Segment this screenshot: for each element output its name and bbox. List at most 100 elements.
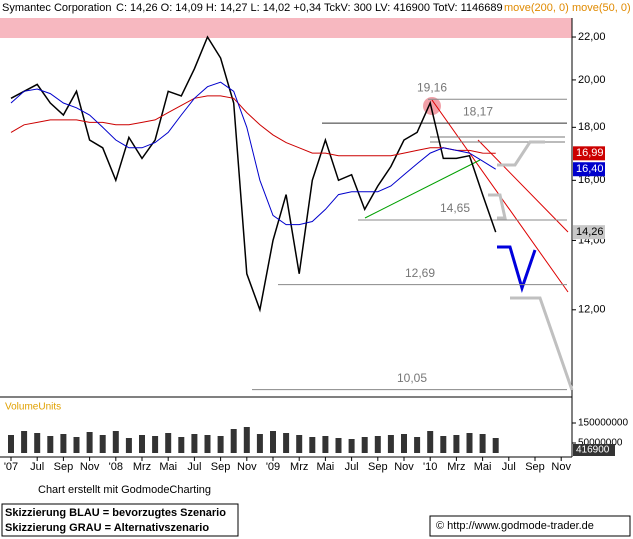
trend-channel [477,139,569,233]
x-tick-label: Nov [394,461,414,473]
price-tag [573,146,605,161]
quote: C: 14,26 O: 14,09 H: 14,27 L: 14,02 +0,3… [116,2,503,14]
level-label: 12,69 [405,266,435,280]
volume-bar [296,435,303,453]
volume-bar [112,431,119,453]
price-tag-label: 16,99 [576,147,604,159]
alt-scenario [488,193,507,220]
x-tick-label: Mrz [447,461,465,473]
volume-bar [335,438,342,453]
volume-bar [99,435,106,453]
series-line [10,81,496,226]
note: Skizzierung BLAU = bevorzugtes Szenario [5,507,226,519]
volume-bar [414,437,421,453]
volume-bar [361,437,368,453]
volume-bar [427,431,434,453]
x-tick-label: Nov [237,461,257,473]
x-tick-label: Sep [211,461,231,473]
volume-bar [230,429,237,453]
volume-bar [21,431,28,453]
volume-bar [8,435,14,453]
y-tick-label: 16,00 [578,174,606,186]
trend-line [364,159,481,219]
x-tick-label: Mrz [290,461,308,473]
y-tick-label: 20,00 [578,74,606,86]
copyright: © http://www.godmode-trader.de [436,520,594,532]
volume-bar [191,434,198,453]
volume-bar [374,436,381,453]
credit: Chart erstellt mit GodmodeCharting [38,484,211,496]
level-label: 19,16 [417,80,447,94]
level-label: 10,05 [397,371,427,385]
volume-bar [60,434,67,453]
level-label: 14,65 [440,201,470,215]
volume-bar [479,434,486,453]
volume-bar [348,439,355,453]
volume-bar [387,435,394,453]
note-box [1,503,239,537]
volume-label: VolumeUnits [5,402,61,413]
x-tick-label: Mai [474,461,492,473]
note: Skizzierung GRAU = Alternativszenario [5,522,209,534]
x-tick-label: Nov [551,461,571,473]
volume-bar [401,434,407,453]
volume-bar [283,433,290,453]
legend-entry: move(200, 0) [504,2,569,14]
volume-bar [47,436,54,453]
volume-bar [34,433,41,453]
x-tick-label: Sep [54,461,74,473]
volume-bar [492,438,499,453]
volume-bar [86,432,93,453]
x-tick-label: Jul [187,461,201,473]
volume-bar [152,436,159,453]
volume-bar [217,436,224,453]
x-tick-label: Jul [345,461,359,473]
price-tag [573,225,605,240]
x-tick-label: Sep [525,461,545,473]
alt-scenario [510,296,574,391]
volume-tick-label: 50000000 [578,438,623,449]
volume-bar [73,437,80,453]
x-tick-label: Jul [30,461,44,473]
x-tick-label: '08 [109,461,123,473]
volume-bar [125,438,132,453]
y-tick-label: 18,00 [578,121,606,133]
x-tick-label: Mrz [133,461,151,473]
volume-bar [165,433,172,453]
alt-scenario [497,140,545,167]
volume-bar [309,437,316,453]
volume-bar [466,433,473,453]
volume-tag-label: 416900 [576,445,610,456]
series-line [10,35,497,313]
x-tick-label: '07 [4,461,18,473]
legend-entry: move(50, 0) [572,2,631,14]
volume-bar [243,427,250,453]
y-tick-label: 22,00 [578,31,606,43]
price-tag-label: 14,26 [576,226,604,238]
price-tag-label: 16,40 [576,163,604,175]
chart-title: Symantec Corporation [2,2,111,14]
volume-tag [573,444,615,456]
volume-bar [178,437,185,453]
y-tick-label: 12,00 [578,304,606,316]
volume-bar [322,436,329,453]
x-tick-label: Mai [317,461,335,473]
volume-tick-label: 150000000 [578,418,628,429]
level-label: 18,17 [463,104,493,118]
volume-bar [139,435,145,453]
x-tick-label: Sep [368,461,388,473]
volume-bar [440,436,447,453]
volume-bar [204,435,211,453]
x-tick-label: Jul [502,461,516,473]
volume-bar [256,434,263,453]
resistance-zone [0,18,572,38]
x-tick-label: '09 [266,461,280,473]
price-tag [573,162,605,177]
series-line [10,95,496,157]
volume-bar [270,431,276,453]
main-scenario [497,245,537,293]
x-tick-label: Nov [80,461,100,473]
volume-bar [453,435,460,453]
